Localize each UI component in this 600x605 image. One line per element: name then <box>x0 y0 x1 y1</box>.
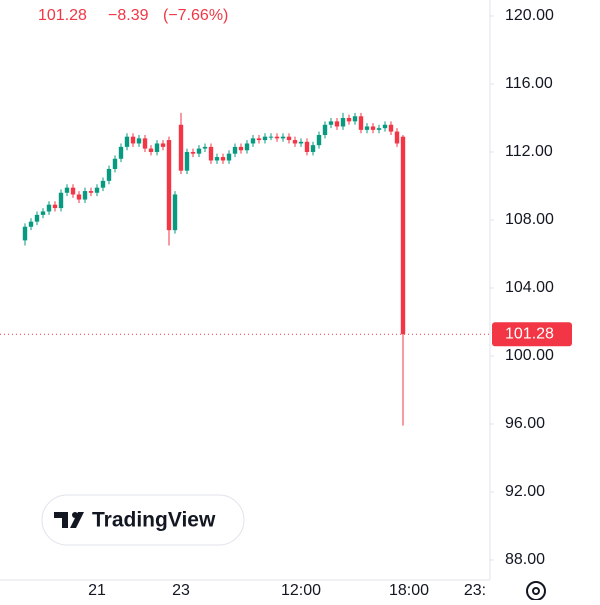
candle-body <box>232 146 238 154</box>
candle-body <box>112 158 118 169</box>
candle-body <box>316 134 322 146</box>
candle-body <box>124 136 130 147</box>
candle-body <box>190 151 196 154</box>
candle-body <box>70 187 76 195</box>
candle-body <box>184 151 190 171</box>
last-price: 101.28 <box>38 7 87 24</box>
candle-body <box>268 136 274 138</box>
candle-body <box>88 191 94 193</box>
candle-body <box>64 187 70 193</box>
y-tick-label: 112.00 <box>505 143 553 160</box>
y-tick-label: 120.00 <box>505 7 554 24</box>
candle-body <box>370 126 376 130</box>
watermark-box[interactable] <box>41 494 245 546</box>
gear-center <box>532 587 540 595</box>
candle-body <box>226 153 232 161</box>
candle-body <box>322 124 328 135</box>
candle-body <box>142 138 148 149</box>
candle-body <box>100 180 106 188</box>
candle-body <box>136 138 142 144</box>
candle-body <box>40 211 46 215</box>
candle-body <box>400 136 406 335</box>
candle-body <box>244 143 250 151</box>
candle-body <box>280 136 286 139</box>
candle-body <box>46 204 52 212</box>
x-tick-label: 18:00 <box>389 582 429 599</box>
candle-body <box>22 226 28 241</box>
y-tick-label: 88.00 <box>505 551 545 568</box>
candle-body <box>256 138 262 141</box>
candle-body <box>352 116 358 122</box>
candle-body <box>238 146 244 151</box>
candle-body <box>106 168 112 181</box>
candle-body <box>292 140 298 144</box>
candle-body <box>358 116 364 130</box>
change-pct: (−7.66%) <box>163 7 228 24</box>
y-tick-label: 104.00 <box>505 279 554 296</box>
candle-body <box>388 124 394 132</box>
candle-body <box>154 143 160 152</box>
candle-body <box>214 157 220 161</box>
candle-body <box>148 148 154 152</box>
candle-body <box>208 146 214 161</box>
candle-body <box>340 117 346 127</box>
candle-body <box>262 136 268 141</box>
candle-body <box>274 136 280 139</box>
candle-body <box>304 141 310 152</box>
x-tick-label: 23 <box>172 582 190 599</box>
candle-body <box>382 124 388 129</box>
y-tick-label: 108.00 <box>505 211 554 228</box>
settings-icon[interactable] <box>526 581 546 601</box>
candle-body <box>58 192 64 209</box>
y-tick-label: 92.00 <box>505 483 545 500</box>
candle-body <box>52 204 58 209</box>
candle-body <box>364 126 370 130</box>
candle-body <box>286 136 292 141</box>
candle-body <box>166 140 172 231</box>
price-label-box <box>492 322 572 347</box>
candle-body <box>250 138 256 144</box>
candle-body <box>202 146 208 149</box>
candle-body <box>298 141 304 144</box>
candle-body <box>76 194 82 200</box>
candle-body <box>82 191 88 200</box>
candle-body <box>172 194 178 231</box>
candle-body <box>376 128 382 130</box>
candle-body <box>346 117 352 122</box>
candle-body <box>334 121 340 127</box>
candle-body <box>310 145 316 152</box>
candle-body <box>178 124 184 171</box>
candle-body <box>328 121 334 125</box>
y-tick-label: 96.00 <box>505 415 545 432</box>
plot <box>22 112 406 426</box>
x-tick-label: 21 <box>88 582 106 599</box>
watermark-text[interactable]: TradingView <box>92 509 216 532</box>
y-tick-label: 100.00 <box>505 347 554 364</box>
candle-body <box>394 131 400 144</box>
watermark[interactable]: TradingView <box>41 494 245 546</box>
candle-body <box>196 148 202 154</box>
candle-body <box>220 157 226 161</box>
candle-body <box>160 143 166 147</box>
candle-body <box>118 146 124 159</box>
candle-body <box>130 136 136 144</box>
candle-body <box>94 187 100 193</box>
price-label: 101.28 <box>505 325 554 342</box>
candle-body <box>28 221 34 227</box>
y-tick-label: 116.00 <box>505 75 553 92</box>
candle-body <box>34 214 40 222</box>
logo-dot <box>72 512 78 518</box>
x-tick-label: 23: <box>464 582 486 599</box>
x-tick-label: 12:00 <box>281 582 321 599</box>
gear[interactable] <box>526 581 546 601</box>
change: −8.39 <box>108 7 149 24</box>
